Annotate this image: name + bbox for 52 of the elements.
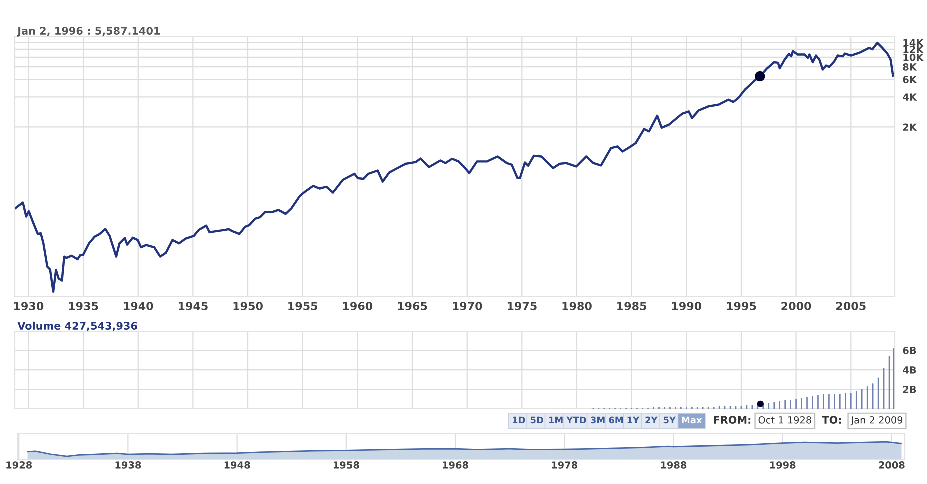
x-tick-label: 2008 <box>879 462 905 469</box>
x-tick-label: 1955 <box>288 302 318 310</box>
y-tick-label: 2B <box>903 386 916 394</box>
text: 5Y <box>664 416 676 424</box>
x-tick-label: 1998 <box>770 462 796 469</box>
y-tick-label: 10K <box>904 54 924 62</box>
x-tick-label: 1980 <box>562 302 592 310</box>
x-tick-label: 1935 <box>69 302 98 310</box>
x-tick-label: 1960 <box>343 302 373 310</box>
y-tick-label: 8K <box>903 64 918 71</box>
text: TO: <box>822 416 842 424</box>
x-tick-label: 1988 <box>661 462 687 469</box>
y-tick-label: 2K <box>903 124 918 131</box>
x-tick-label: 2005 <box>836 302 866 310</box>
x-tick-label: 1990 <box>672 302 702 310</box>
text: 2Y <box>646 416 658 424</box>
x-tick-label: 1940 <box>124 302 154 310</box>
y-tick-label: 12K <box>904 46 924 54</box>
text: YTD <box>566 416 586 424</box>
text: 5D <box>530 416 544 424</box>
y-tick-label: 4K <box>903 94 918 101</box>
text: 6M <box>609 416 624 424</box>
chart-title: Volume 427,543,936 <box>18 322 138 332</box>
text: 1D <box>513 416 526 424</box>
x-tick-label: 1950 <box>234 302 263 310</box>
x-tick-label: 1978 <box>552 462 578 469</box>
x-tick-label: 1968 <box>443 462 468 469</box>
y-tick-label: 4B <box>903 366 916 374</box>
x-tick-label: 1948 <box>224 462 250 469</box>
text: 3M <box>591 416 605 424</box>
text: Jan 2 2009 <box>850 416 903 426</box>
text: 1M <box>549 416 563 424</box>
text: FROM: <box>714 416 751 424</box>
x-tick-label: 1928 <box>6 462 32 469</box>
y-tick-label: 14K <box>904 39 924 46</box>
x-tick-label: 1938 <box>116 462 142 469</box>
y-tick-label: 6B <box>903 347 916 354</box>
x-tick-label: 1930 <box>14 302 44 310</box>
text: Max <box>682 416 702 424</box>
x-tick-label: 1970 <box>453 302 482 310</box>
x-tick-label: 1965 <box>398 302 428 310</box>
y-tick-label: 6K <box>903 76 918 84</box>
x-tick-label: 1985 <box>618 302 647 310</box>
x-tick-label: 2000 <box>782 302 812 310</box>
x-tick-label: 1945 <box>178 302 208 310</box>
x-tick-label: 1995 <box>727 302 756 310</box>
x-tick-label: 1958 <box>334 462 360 469</box>
chart-title: Jan 2, 1996 : 5,587.1401 <box>17 27 160 37</box>
text: 1Y <box>628 416 640 424</box>
x-tick-label: 1975 <box>508 302 537 310</box>
text: Oct 1 1928 <box>758 416 812 424</box>
line-series <box>15 42 894 293</box>
